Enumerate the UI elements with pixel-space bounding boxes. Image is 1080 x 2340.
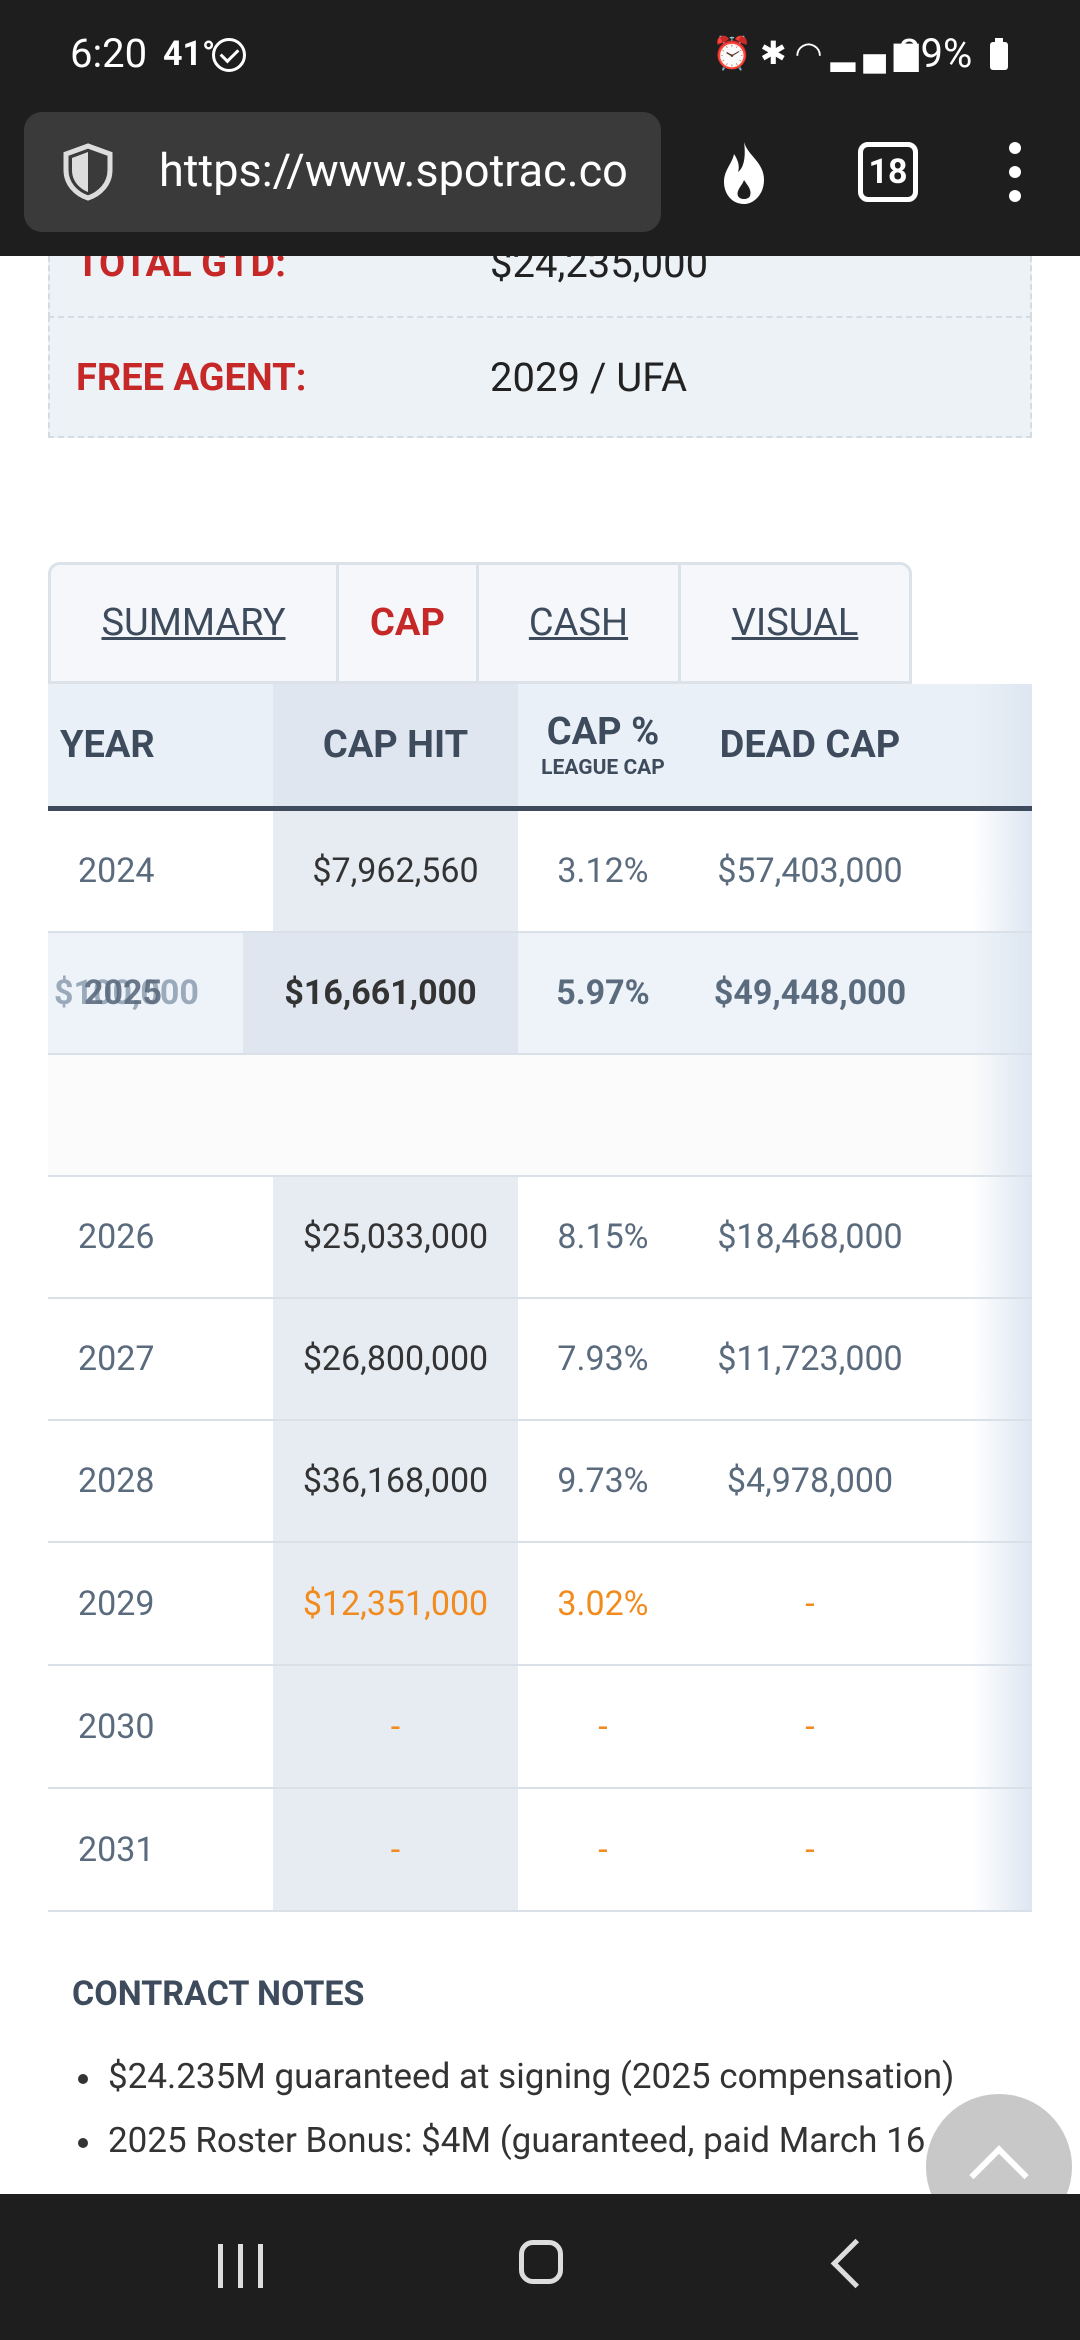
system-nav-bar bbox=[0, 2194, 1080, 2340]
scroll-fade bbox=[972, 933, 1032, 1053]
recents-icon[interactable] bbox=[218, 2244, 264, 2288]
table-row: 2031 - - - bbox=[48, 1789, 1032, 1912]
cell-year: 2031 bbox=[78, 1829, 155, 1870]
cell-cap-hit: $7,962,560 bbox=[273, 811, 518, 931]
table-row: 2030 - - - bbox=[48, 1666, 1032, 1789]
contract-tabs: SUMMARY CAP CASH VISUAL bbox=[48, 562, 912, 684]
url-text[interactable]: https://www.spotrac.co bbox=[159, 144, 628, 197]
cell-year-overlap: $100,000 2025 bbox=[48, 933, 243, 1053]
total-gtd-value: $24,235,000 bbox=[490, 256, 709, 287]
cell-dead-cap: $18,468,000 bbox=[717, 1217, 903, 1257]
list-item: $24.235M guaranteed at signing (2025 com… bbox=[72, 2050, 972, 2104]
url-bar[interactable]: https://www.spotrac.co bbox=[24, 112, 661, 232]
cell-dead-cap: - bbox=[805, 1829, 815, 1870]
cell-year: 2025 bbox=[84, 973, 163, 1013]
info-row-free-agent: FREE AGENT: 2029 / UFA bbox=[48, 316, 1032, 438]
tabs-count-button[interactable]: 18 bbox=[858, 142, 918, 202]
cap-table: YEAR CAP HIT CAP % LEAGUE CAP DEAD CAP 2… bbox=[48, 684, 1032, 1912]
battery-icon bbox=[990, 38, 1008, 70]
scroll-fade bbox=[972, 1543, 1032, 1664]
cell-cap-pct: 5.97% bbox=[556, 973, 650, 1013]
cell-dead-cap: $4,978,000 bbox=[726, 1461, 894, 1501]
table-row: 2026 $25,033,000 8.15% $18,468,000 bbox=[48, 1177, 1032, 1299]
cell-year: 2030 bbox=[78, 1706, 155, 1747]
table-row: 2028 $36,168,000 9.73% $4,978,000 bbox=[48, 1421, 1032, 1543]
scroll-fade bbox=[972, 1421, 1032, 1541]
tab-visual[interactable]: VISUAL bbox=[731, 601, 859, 645]
header-cap-pct-sub: LEAGUE CAP bbox=[541, 756, 665, 780]
header-year: YEAR bbox=[60, 723, 155, 767]
cell-dead-cap: $57,403,000 bbox=[717, 851, 903, 891]
scroll-fade bbox=[972, 1055, 1032, 1175]
table-header: YEAR CAP HIT CAP % LEAGUE CAP DEAD CAP bbox=[48, 684, 1032, 811]
cell-cap-hit: - bbox=[273, 1666, 518, 1787]
table-row-current: $100,000 2025 $16,661,000 5.97% $49,448,… bbox=[48, 933, 1032, 1055]
browser-toolbar: https://www.spotrac.co 18 bbox=[0, 110, 1080, 256]
check-circle-icon bbox=[212, 38, 246, 72]
cell-cap-hit: $36,168,000 bbox=[273, 1421, 518, 1541]
table-row-spacer bbox=[48, 1055, 1032, 1177]
cell-cap-pct: 8.15% bbox=[557, 1217, 649, 1257]
cell-cap-pct: 3.12% bbox=[557, 851, 649, 891]
wifi-icon: ◠ bbox=[794, 34, 831, 72]
info-row-total-gtd: TOTAL GTD: $24,235,000 bbox=[48, 256, 1032, 318]
free-agent-value: 2029 / UFA bbox=[490, 354, 688, 401]
cell-cap-hit: $16,661,000 bbox=[243, 933, 518, 1053]
cell-dead-cap: - bbox=[805, 1706, 815, 1747]
status-icons: ⏰✱◠▂▄▆ bbox=[712, 34, 926, 72]
cell-dead-cap: $49,448,000 bbox=[713, 973, 907, 1013]
cell-cap-pct: - bbox=[598, 1829, 608, 1870]
cell-dead-cap: - bbox=[805, 1583, 815, 1624]
cell-cap-pct: 9.73% bbox=[557, 1461, 649, 1501]
alarm-icon: ⏰ bbox=[712, 34, 760, 72]
cell-cap-pct: - bbox=[598, 1706, 608, 1747]
back-icon[interactable] bbox=[830, 2238, 881, 2289]
table-row: 2024 $7,962,560 3.12% $57,403,000 bbox=[48, 811, 1032, 933]
header-cap-pct: CAP % LEAGUE CAP bbox=[518, 684, 688, 806]
cell-dead-cap: $11,723,000 bbox=[717, 1339, 903, 1379]
scroll-fade bbox=[972, 684, 1032, 806]
cell-year: 2026 bbox=[78, 1217, 155, 1257]
cell-year: 2028 bbox=[78, 1461, 155, 1501]
battery-percent: 89% bbox=[898, 30, 973, 77]
weather-temp: 41° bbox=[163, 34, 216, 74]
tab-cash[interactable]: CASH bbox=[479, 565, 681, 681]
header-cap-hit: CAP HIT bbox=[273, 684, 518, 806]
free-agent-label: FREE AGENT: bbox=[76, 356, 307, 400]
header-cap-pct-label: CAP % bbox=[546, 710, 660, 754]
cell-year: 2027 bbox=[78, 1339, 155, 1379]
home-icon[interactable] bbox=[519, 2240, 563, 2284]
clock: 6:20 bbox=[70, 30, 148, 77]
status-bar: 6:20 41° ⏰✱◠▂▄▆ 89% bbox=[0, 0, 1080, 110]
scroll-fade bbox=[972, 1299, 1032, 1419]
cell-cap-hit: $12,351,000 bbox=[273, 1543, 518, 1664]
bluetooth-icon: ✱ bbox=[759, 34, 795, 72]
table-row: 2027 $26,800,000 7.93% $11,723,000 bbox=[48, 1299, 1032, 1421]
contract-notes-list: $24.235M guaranteed at signing (2025 com… bbox=[72, 2050, 972, 2168]
signal-icon: ▂▄▆ bbox=[830, 34, 927, 72]
overflow-menu-button[interactable] bbox=[1005, 142, 1025, 206]
cell-year: 2024 bbox=[78, 851, 155, 891]
cell-year: 2029 bbox=[78, 1583, 155, 1624]
contract-notes-title: CONTRACT NOTES bbox=[72, 1974, 365, 2014]
cell-year-underlay: $100,000 bbox=[54, 973, 199, 1013]
scroll-fade bbox=[972, 811, 1032, 931]
cell-cap-pct: 3.02% bbox=[557, 1583, 649, 1624]
shield-icon[interactable] bbox=[58, 142, 118, 202]
cell-cap-pct: 7.93% bbox=[557, 1339, 649, 1379]
tab-cap[interactable]: CAP bbox=[339, 565, 479, 681]
cell-cap-hit: - bbox=[273, 1789, 518, 1910]
cell-cap-hit: $26,800,000 bbox=[273, 1299, 518, 1419]
header-dead-cap: DEAD CAP bbox=[719, 723, 901, 767]
tab-summary[interactable]: SUMMARY bbox=[51, 565, 339, 681]
list-item: 2025 Roster Bonus: $4M (guaranteed, paid… bbox=[72, 2114, 972, 2168]
total-gtd-label: TOTAL GTD: bbox=[76, 256, 286, 286]
scroll-fade bbox=[972, 1789, 1032, 1910]
table-row-ufa-year: 2029 $12,351,000 3.02% - bbox=[48, 1543, 1032, 1666]
scroll-fade bbox=[972, 1666, 1032, 1787]
fire-icon[interactable] bbox=[712, 140, 776, 206]
cell-cap-hit: $25,033,000 bbox=[273, 1177, 518, 1297]
scroll-fade bbox=[972, 1177, 1032, 1297]
